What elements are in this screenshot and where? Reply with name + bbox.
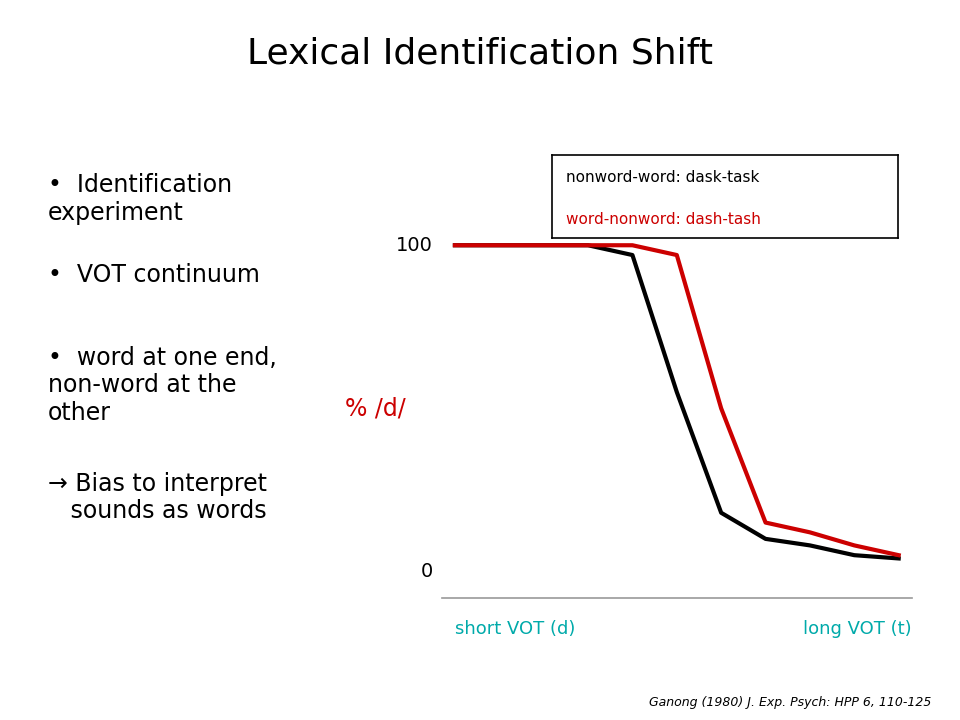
Text: % /d/: % /d/ [345,397,405,420]
Text: Lexical Identification Shift: Lexical Identification Shift [247,36,713,70]
Text: 100: 100 [396,235,433,255]
Text: 0: 0 [420,562,433,581]
Text: •  word at one end,
non-word at the
other: • word at one end, non-word at the other [48,346,276,426]
Text: word-nonword: dash-tash: word-nonword: dash-tash [565,212,760,227]
Text: short VOT (d): short VOT (d) [455,621,575,639]
Text: •  Identification
experiment: • Identification experiment [48,173,232,225]
Text: → Bias to interpret
   sounds as words: → Bias to interpret sounds as words [48,472,267,523]
Text: long VOT (t): long VOT (t) [804,621,912,639]
Text: •  VOT continuum: • VOT continuum [48,263,260,287]
Text: Ganong (1980) J. Exp. Psych: HPP 6, 110-125: Ganong (1980) J. Exp. Psych: HPP 6, 110-… [649,696,931,709]
Text: nonword-word: dask-task: nonword-word: dask-task [565,171,759,186]
